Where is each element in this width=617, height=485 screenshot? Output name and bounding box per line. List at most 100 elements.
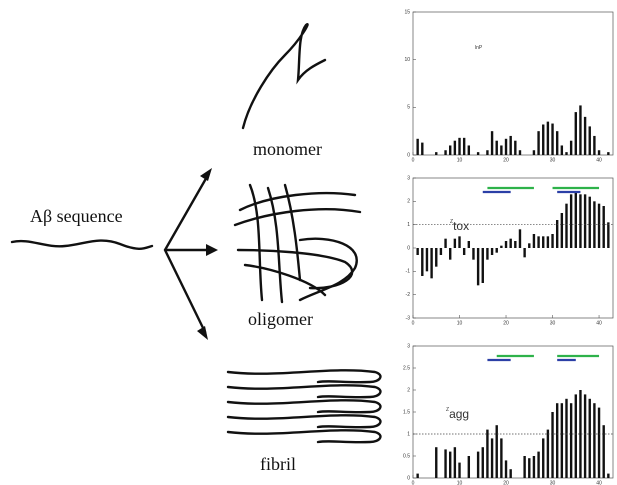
bar bbox=[523, 456, 526, 478]
bar bbox=[546, 236, 550, 248]
bar bbox=[518, 150, 522, 155]
bar bbox=[416, 138, 419, 155]
bar bbox=[490, 248, 494, 255]
annotation-sub: tox bbox=[453, 219, 469, 233]
bar bbox=[509, 135, 512, 155]
bar bbox=[430, 248, 433, 279]
bar bbox=[551, 412, 554, 478]
bar bbox=[509, 238, 512, 248]
bar bbox=[486, 150, 489, 155]
bar bbox=[500, 438, 503, 478]
bar bbox=[476, 451, 480, 478]
y-tick-label: 1 bbox=[407, 431, 410, 437]
bar bbox=[546, 429, 550, 478]
bar bbox=[551, 123, 554, 155]
y-tick-label: 1.5 bbox=[403, 409, 410, 415]
bar bbox=[597, 203, 601, 248]
bar bbox=[462, 137, 466, 155]
bar bbox=[486, 429, 489, 478]
bar bbox=[481, 248, 484, 283]
y-tick-label: 5 bbox=[407, 105, 410, 111]
monomer-shape bbox=[241, 23, 327, 130]
oligomer-label: oligomer bbox=[248, 309, 313, 329]
x-tick-label: 30 bbox=[550, 320, 556, 326]
x-tick-label: 30 bbox=[550, 157, 556, 163]
arrows bbox=[163, 168, 218, 340]
bar bbox=[453, 447, 457, 478]
bar bbox=[542, 124, 545, 155]
bar bbox=[435, 152, 438, 155]
fibril-label: fibril bbox=[260, 454, 296, 474]
bar bbox=[569, 403, 573, 478]
bar bbox=[500, 245, 503, 248]
bar bbox=[495, 140, 498, 155]
bar bbox=[449, 248, 452, 260]
bar bbox=[593, 135, 596, 155]
bar bbox=[416, 473, 419, 478]
bar bbox=[504, 241, 508, 248]
y-tick-label: 15 bbox=[404, 9, 410, 15]
bar bbox=[555, 403, 559, 478]
y-tick-label: 3 bbox=[407, 175, 410, 181]
annotation-main: lnP bbox=[475, 45, 483, 51]
bar bbox=[528, 458, 531, 478]
bar bbox=[607, 473, 610, 478]
y-tick-label: 2 bbox=[407, 387, 410, 393]
bar bbox=[518, 229, 522, 248]
bar bbox=[476, 248, 480, 286]
bar bbox=[467, 241, 471, 248]
y-tick-label: 10 bbox=[404, 57, 410, 63]
bar bbox=[574, 192, 577, 248]
bar bbox=[569, 194, 573, 248]
bar bbox=[560, 213, 564, 248]
bar bbox=[490, 131, 494, 155]
fibril-shape bbox=[226, 369, 382, 444]
bar bbox=[523, 248, 526, 258]
bar bbox=[602, 206, 605, 248]
bar bbox=[542, 236, 545, 248]
bar bbox=[444, 150, 447, 155]
sequence-line bbox=[10, 239, 154, 250]
bar bbox=[500, 145, 503, 155]
plot-frame bbox=[412, 177, 614, 319]
bar bbox=[565, 398, 568, 478]
y-tick-label: 0 bbox=[407, 152, 410, 158]
bar bbox=[495, 248, 498, 253]
annotation-main: Z bbox=[446, 407, 449, 413]
x-tick-label: 20 bbox=[503, 157, 509, 163]
x-tick-label: 0 bbox=[412, 320, 415, 326]
y-tick-label: 0 bbox=[407, 245, 410, 251]
bar bbox=[449, 451, 452, 478]
y-tick-label: 1 bbox=[407, 222, 410, 228]
x-tick-label: 20 bbox=[503, 480, 509, 485]
bar bbox=[583, 394, 587, 478]
bar bbox=[537, 131, 540, 155]
x-tick-label: 40 bbox=[596, 320, 602, 326]
bar bbox=[560, 403, 564, 478]
y-tick-label: 2 bbox=[407, 199, 410, 205]
bar bbox=[444, 449, 447, 478]
bar bbox=[555, 131, 559, 155]
bar bbox=[551, 234, 554, 248]
bar bbox=[458, 137, 461, 155]
bar bbox=[588, 126, 591, 155]
bar bbox=[528, 243, 531, 248]
x-tick-label: 10 bbox=[457, 320, 463, 326]
bar bbox=[597, 407, 601, 478]
bar bbox=[435, 248, 438, 267]
bar bbox=[421, 248, 424, 276]
bar bbox=[472, 248, 475, 260]
bar bbox=[490, 438, 494, 478]
bar bbox=[486, 248, 489, 260]
bar bbox=[481, 447, 484, 478]
bar bbox=[583, 194, 587, 248]
x-tick-label: 30 bbox=[550, 480, 556, 485]
monomer-label: monomer bbox=[253, 139, 322, 159]
bar bbox=[462, 248, 466, 255]
bar bbox=[579, 194, 582, 248]
x-tick-label: 10 bbox=[457, 480, 463, 485]
sequence-label: Aβ sequence bbox=[30, 206, 123, 226]
